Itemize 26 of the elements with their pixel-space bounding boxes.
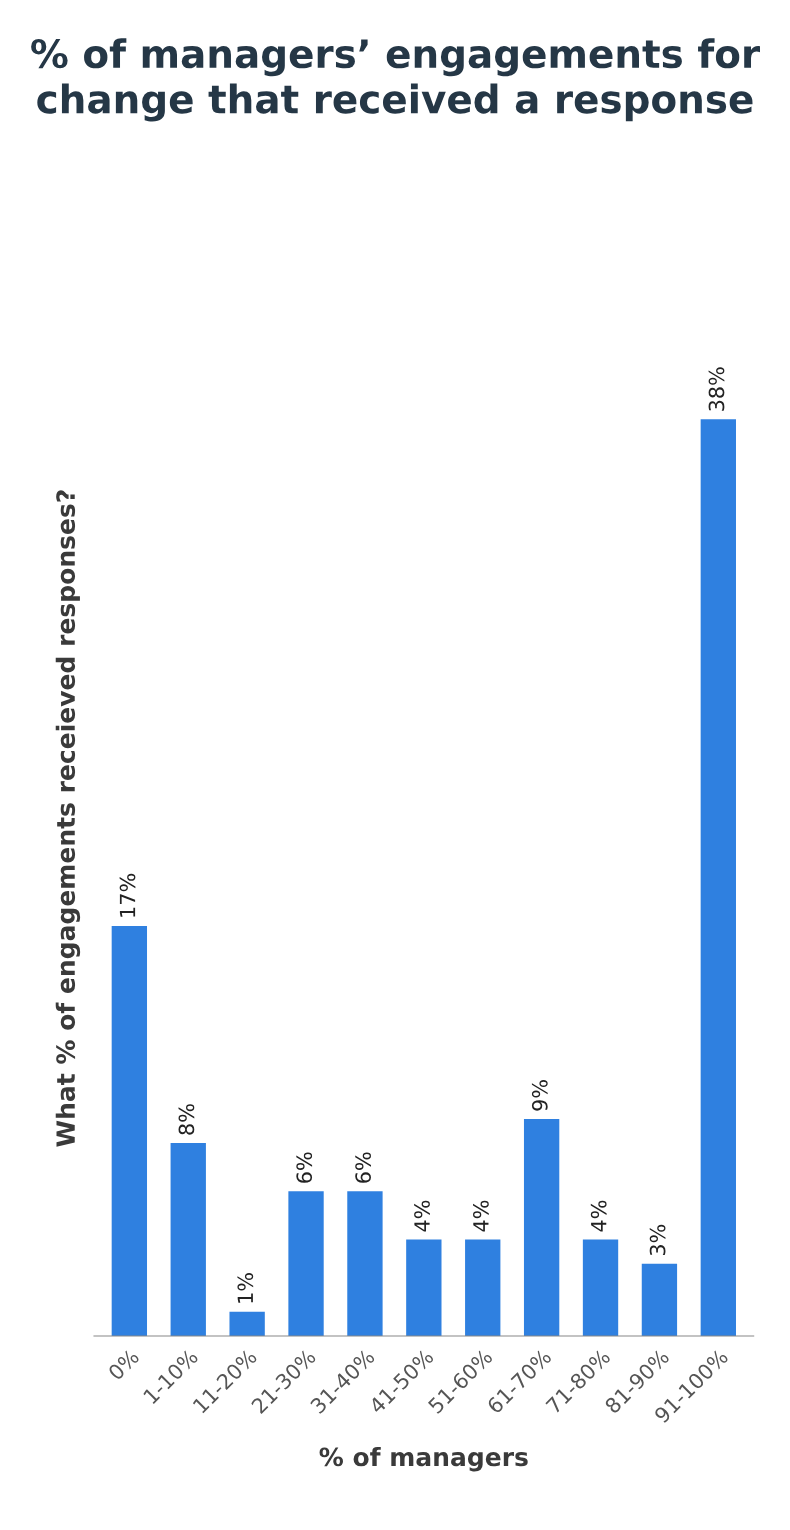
data-label: 38% <box>708 367 725 411</box>
data-label: 3% <box>649 1224 666 1256</box>
bar <box>700 419 736 1336</box>
data-label: 4% <box>590 1200 607 1232</box>
bar <box>229 1311 265 1336</box>
data-label: 17% <box>119 873 136 917</box>
data-label: 6% <box>296 1152 313 1183</box>
bar <box>406 1239 442 1336</box>
bar <box>347 1191 383 1336</box>
data-label: 4% <box>414 1200 430 1232</box>
bar <box>641 1263 678 1336</box>
bar <box>465 1239 501 1336</box>
chart-title: % of managers’ engagements for change that received a response <box>31 38 761 122</box>
bar <box>582 1239 619 1336</box>
bar <box>170 1143 206 1336</box>
y-axis-title: What % of engagements receieved responses? <box>55 490 81 1147</box>
bar <box>288 1191 324 1336</box>
data-label: 4% <box>473 1200 489 1232</box>
data-label: 9% <box>531 1080 548 1111</box>
x-tick-label: 0% <box>107 1348 140 1381</box>
bar <box>111 925 148 1336</box>
bar <box>523 1118 560 1336</box>
x-axis-title: % of managers <box>319 1446 528 1472</box>
data-label: 8% <box>178 1104 195 1135</box>
data-label: 6% <box>355 1152 371 1183</box>
data-label: 1% <box>237 1273 254 1303</box>
